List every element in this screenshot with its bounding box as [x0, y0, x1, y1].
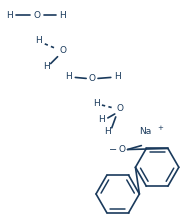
Text: H: H	[43, 62, 50, 71]
Text: O: O	[33, 11, 40, 20]
Text: H: H	[93, 99, 99, 108]
Text: H: H	[36, 36, 42, 45]
Text: Na: Na	[139, 127, 152, 136]
Text: +: +	[157, 125, 163, 131]
Text: H: H	[6, 11, 13, 20]
Text: O: O	[59, 46, 66, 55]
Text: O: O	[116, 103, 123, 113]
Text: H: H	[114, 72, 121, 81]
Text: H: H	[65, 72, 72, 81]
Text: H: H	[99, 115, 105, 124]
Text: −: −	[109, 145, 117, 155]
Text: H: H	[59, 11, 66, 20]
Text: H: H	[104, 127, 111, 136]
Text: O: O	[89, 74, 96, 83]
Text: O: O	[118, 145, 125, 154]
